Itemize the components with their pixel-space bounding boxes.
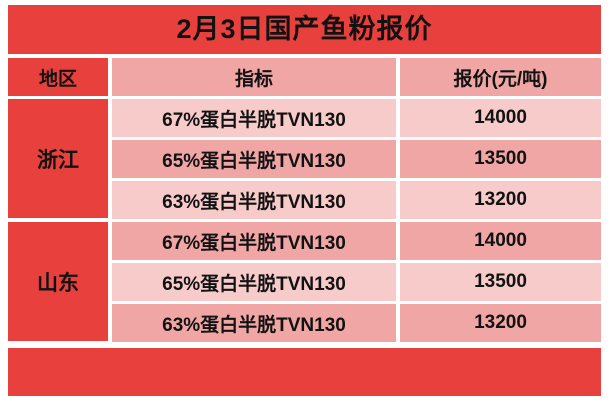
price-table: 地区 指标 报价(元/吨) 浙江 67%蛋白半脱TVN130 14000 65%… [8,58,601,344]
cell-metric: 63%蛋白半脱TVN130 [112,181,396,219]
region-cell-group-0: 浙江 [8,99,108,218]
footer-bar [8,348,601,396]
region-cell-group-1: 山东 [8,222,108,341]
column-header-metric: 指标 [112,58,396,96]
table-row: 63%蛋白半脱TVN130 13200 [8,181,601,219]
cell-metric: 63%蛋白半脱TVN130 [112,304,396,342]
cell-price: 14000 [400,99,601,137]
page-title-bar: 2月3日国产鱼粉报价 [8,5,601,54]
cell-price: 13200 [400,304,601,342]
table-row: 67%蛋白半脱TVN130 14000 [8,99,601,137]
table-header-row: 地区 指标 报价(元/吨) [8,58,601,96]
table-row: 63%蛋白半脱TVN130 13200 [8,304,601,342]
cell-price: 13200 [400,181,601,219]
cell-price: 14000 [400,222,601,260]
table-row: 65%蛋白半脱TVN130 13500 [8,263,601,301]
column-header-price: 报价(元/吨) [400,58,601,96]
table-row: 65%蛋白半脱TVN130 13500 [8,140,601,178]
table-row: 67%蛋白半脱TVN130 14000 [8,222,601,260]
cell-metric: 67%蛋白半脱TVN130 [112,222,396,260]
cell-price: 13500 [400,263,601,301]
cell-price: 13500 [400,140,601,178]
cell-metric: 65%蛋白半脱TVN130 [112,140,396,178]
page-title: 2月3日国产鱼粉报价 [176,14,433,44]
column-header-region: 地区 [8,58,108,96]
cell-metric: 67%蛋白半脱TVN130 [112,99,396,137]
cell-metric: 65%蛋白半脱TVN130 [112,263,396,301]
